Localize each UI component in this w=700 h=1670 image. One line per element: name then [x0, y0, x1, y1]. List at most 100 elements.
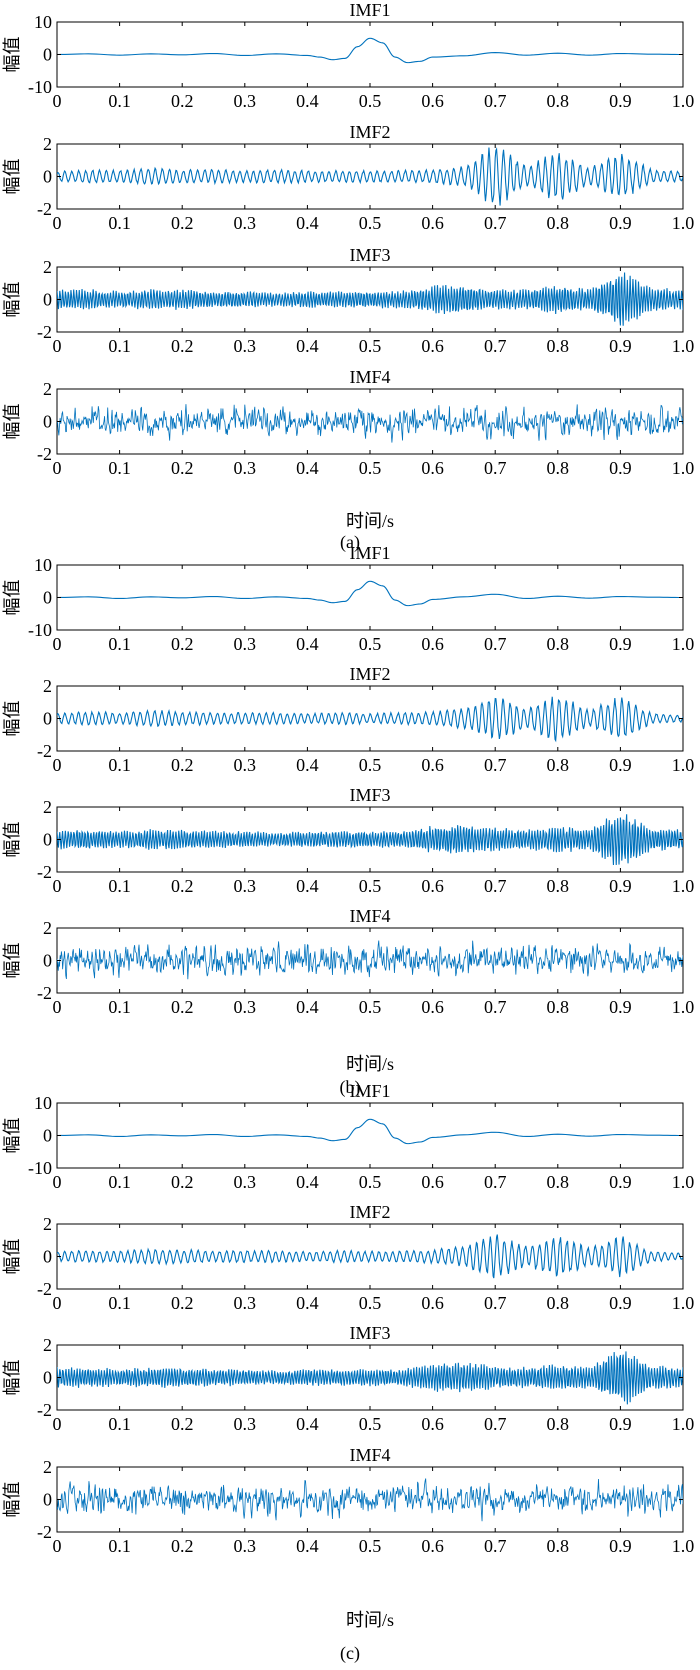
x-tick-label: 0.8 [547, 1293, 570, 1313]
x-tick-label: 0.4 [296, 91, 319, 111]
x-tick-label: 1.0 [672, 91, 695, 111]
x-tick-label: 0.1 [108, 1414, 131, 1434]
x-tick-label: 0.4 [296, 634, 319, 654]
y-tick-label: -10 [28, 1158, 52, 1178]
x-tick-label: 0.7 [484, 997, 507, 1017]
subplot-title: IMF3 [349, 245, 390, 265]
x-tick-label: 0.1 [108, 755, 131, 775]
x-tick-label: 0.2 [171, 91, 194, 111]
x-tick-label: 0.6 [421, 458, 444, 478]
y-tick-label: -2 [37, 1279, 52, 1299]
x-tick-label: 0.3 [234, 336, 257, 356]
x-tick-label: 0.2 [171, 1414, 194, 1434]
y-tick-label: -2 [37, 862, 52, 882]
axes-box [56, 564, 684, 631]
subplot-title: IMF3 [349, 1323, 390, 1343]
series-line [57, 272, 683, 326]
x-tick-label: 0.5 [359, 1536, 382, 1556]
x-tick-label: 0.9 [609, 458, 632, 478]
subplot-title: IMF4 [349, 906, 390, 926]
y-axis-label: 幅值 [2, 580, 22, 616]
x-tick-label: 0.6 [421, 876, 444, 896]
x-axis-label: 时间/s [346, 511, 394, 531]
series-line [57, 1351, 683, 1405]
y-tick-label: 2 [43, 676, 52, 696]
subplot-title: IMF2 [349, 1202, 390, 1222]
x-tick-label: 0.2 [171, 1293, 194, 1313]
series-line [57, 580, 683, 607]
subplot-title: IMF4 [349, 367, 390, 387]
x-tick-label: 0.2 [171, 1172, 194, 1192]
x-tick-label: 0.4 [296, 1172, 319, 1192]
x-tick-label: 0.5 [359, 997, 382, 1017]
x-tick-label: 0.2 [171, 755, 194, 775]
x-tick-label: 0.3 [234, 1172, 257, 1192]
x-tick-label: 0.6 [421, 1172, 444, 1192]
x-tick-label: 0.3 [234, 997, 257, 1017]
x-tick-label: 0.4 [296, 1414, 319, 1434]
y-tick-label: -2 [37, 741, 52, 761]
y-tick-label: -2 [37, 444, 52, 464]
x-tick-label: 0.9 [609, 1172, 632, 1192]
x-tick-label: 0.3 [234, 876, 257, 896]
x-tick-label: 0.8 [547, 755, 570, 775]
x-tick-label: 0.2 [171, 876, 194, 896]
x-tick-label: 1.0 [672, 1293, 695, 1313]
x-tick-label: 1.0 [672, 1414, 695, 1434]
y-tick-label: 2 [43, 918, 52, 938]
x-tick-label: 0.1 [108, 997, 131, 1017]
x-tick-label: 1.0 [672, 1536, 695, 1556]
y-axis-label: 幅值 [2, 1118, 22, 1154]
axes-box [56, 1466, 684, 1533]
x-tick-label: 0.9 [609, 91, 632, 111]
x-tick-label: 0 [53, 1172, 62, 1192]
y-tick-label: -10 [28, 77, 52, 97]
y-tick-label: -2 [37, 1400, 52, 1420]
x-tick-label: 0.1 [108, 1293, 131, 1313]
y-tick-label: 0 [43, 588, 52, 608]
x-tick-label: 0 [53, 997, 62, 1017]
x-tick-label: 0.8 [547, 1536, 570, 1556]
x-tick-label: 0.1 [108, 458, 131, 478]
x-tick-label: 0.8 [547, 458, 570, 478]
x-tick-label: 0 [53, 755, 62, 775]
x-tick-label: 0.3 [234, 213, 257, 233]
x-tick-label: 0.6 [421, 91, 444, 111]
y-axis-label: 幅值 [2, 943, 22, 979]
y-axis-label: 幅值 [2, 822, 22, 858]
y-tick-label: 10 [34, 12, 52, 32]
y-axis-label: 幅值 [2, 701, 22, 737]
x-tick-label: 0.7 [484, 1414, 507, 1434]
x-tick-label: 0.5 [359, 91, 382, 111]
y-tick-label: 2 [43, 1457, 52, 1477]
y-axis-label: 幅值 [2, 404, 22, 440]
y-axis-label: 幅值 [2, 282, 22, 318]
series-line [57, 696, 683, 743]
x-tick-label: 1.0 [672, 213, 695, 233]
y-axis-label: 幅值 [2, 37, 22, 73]
x-tick-label: 0.7 [484, 634, 507, 654]
x-tick-label: 0.8 [547, 876, 570, 896]
y-tick-label: 0 [43, 1368, 52, 1388]
y-tick-label: 0 [43, 412, 52, 432]
y-tick-label: 0 [43, 830, 52, 850]
series-line [57, 1234, 683, 1279]
x-axis-label: 时间/s [346, 1054, 394, 1074]
x-tick-label: 0.3 [234, 1293, 257, 1313]
subplot-title: IMF1 [349, 543, 390, 563]
y-axis-label: 幅值 [2, 1360, 22, 1396]
x-tick-label: 0.9 [609, 997, 632, 1017]
x-tick-label: 0.5 [359, 1293, 382, 1313]
x-tick-label: 0.8 [547, 997, 570, 1017]
x-tick-label: 0.2 [171, 634, 194, 654]
x-tick-label: 0.9 [609, 336, 632, 356]
x-tick-label: 0.5 [359, 1414, 382, 1434]
x-tick-label: 0.9 [609, 755, 632, 775]
x-tick-label: 0.6 [421, 634, 444, 654]
series-line [57, 147, 683, 206]
series-line [57, 814, 683, 866]
axes-box [56, 685, 684, 752]
x-tick-label: 0.1 [108, 91, 131, 111]
x-tick-label: 0.9 [609, 1414, 632, 1434]
